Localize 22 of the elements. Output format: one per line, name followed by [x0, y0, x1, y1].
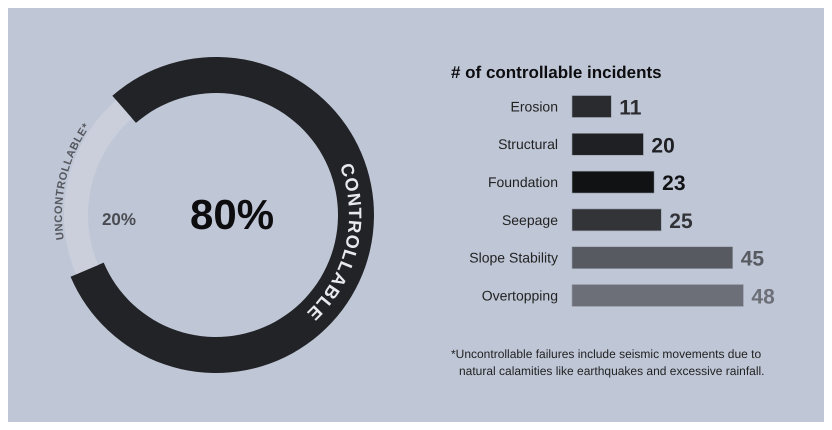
y-tick-label: Erosion	[510, 98, 558, 114]
y-tick-label: Seepage	[502, 212, 558, 228]
y-tick-label: Structural	[498, 136, 558, 152]
data-label: 11	[619, 96, 642, 120]
y-tick-label: Slope Stability	[469, 250, 558, 266]
bar	[572, 284, 744, 307]
bar	[572, 208, 662, 232]
data-label: 45	[740, 248, 764, 271]
text: *Uncontrollable failures include seismic movements due to natural calamities like earthquakes and excessive rainfall.	[451, 347, 764, 378]
y-tick-label: Overtopping	[482, 287, 558, 304]
bar	[572, 95, 612, 118]
bar	[572, 246, 734, 269]
bar	[572, 133, 644, 156]
y-tick-label: Foundation	[488, 174, 558, 190]
chart-title: # of controllable incidents	[451, 63, 662, 82]
data-label: 20	[651, 134, 675, 158]
bar	[572, 170, 654, 194]
data-label: 48	[751, 285, 776, 308]
data-label: 23	[662, 172, 686, 196]
data-label: 25	[669, 210, 693, 233]
data-label: 20%	[102, 210, 136, 229]
data-label: 80%	[190, 191, 274, 238]
